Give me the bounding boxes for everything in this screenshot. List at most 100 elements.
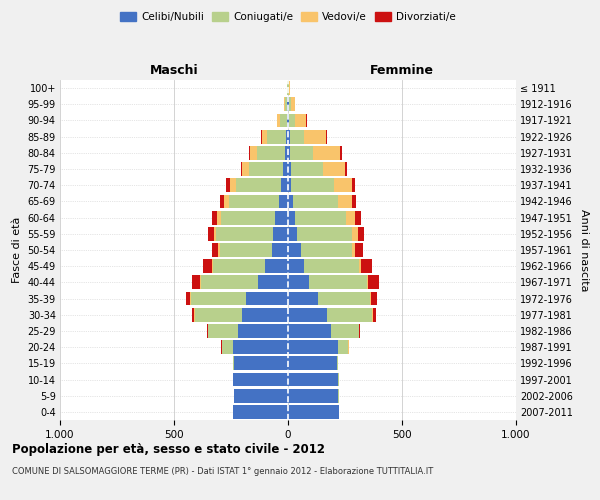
Bar <box>352 243 355 257</box>
Bar <box>286 130 288 143</box>
Bar <box>331 324 359 338</box>
Bar <box>259 276 288 289</box>
Bar <box>359 324 360 338</box>
Bar <box>279 194 288 208</box>
Bar <box>214 227 216 240</box>
Bar <box>234 389 235 402</box>
Bar <box>233 372 288 386</box>
Bar <box>208 324 238 338</box>
Text: Femmine: Femmine <box>370 64 434 77</box>
Bar <box>346 162 347 176</box>
Bar <box>288 98 289 111</box>
Bar <box>288 372 338 386</box>
Bar <box>288 178 292 192</box>
Bar <box>283 162 288 176</box>
Bar <box>200 276 202 289</box>
Bar <box>355 243 363 257</box>
Bar <box>222 340 233 354</box>
Bar <box>212 210 217 224</box>
Bar <box>206 324 208 338</box>
Y-axis label: Anni di nascita: Anni di nascita <box>578 208 589 291</box>
Bar <box>288 260 304 273</box>
Bar <box>229 194 279 208</box>
Bar <box>288 227 297 240</box>
Bar <box>246 292 288 306</box>
Bar <box>288 114 289 128</box>
Bar <box>289 114 295 128</box>
Bar <box>208 227 214 240</box>
Bar <box>340 146 341 160</box>
Bar <box>288 243 301 257</box>
Bar <box>242 308 288 322</box>
Bar <box>288 292 317 306</box>
Bar <box>212 260 213 273</box>
Bar <box>290 146 313 160</box>
Bar <box>233 340 288 354</box>
Bar <box>292 178 334 192</box>
Bar <box>268 130 286 143</box>
Bar <box>317 292 370 306</box>
Bar <box>338 194 352 208</box>
Bar <box>191 292 246 306</box>
Bar <box>346 210 355 224</box>
Bar <box>368 276 379 289</box>
Bar <box>233 356 235 370</box>
Bar <box>202 276 259 289</box>
Bar <box>249 162 283 176</box>
Bar <box>216 227 273 240</box>
Bar <box>238 324 288 338</box>
Bar <box>371 292 377 306</box>
Bar <box>287 114 288 128</box>
Bar <box>323 162 346 176</box>
Text: Maschi: Maschi <box>149 64 199 77</box>
Bar <box>230 178 236 192</box>
Bar <box>291 162 323 176</box>
Bar <box>218 243 220 257</box>
Bar <box>295 114 306 128</box>
Bar <box>370 292 371 306</box>
Bar <box>186 292 190 306</box>
Bar <box>288 340 338 354</box>
Bar <box>288 162 291 176</box>
Text: Popolazione per età, sesso e stato civile - 2012: Popolazione per età, sesso e stato civil… <box>12 442 325 456</box>
Bar <box>233 405 288 419</box>
Bar <box>288 324 331 338</box>
Bar <box>221 210 275 224</box>
Bar <box>326 130 327 143</box>
Bar <box>288 194 293 208</box>
Bar <box>338 340 349 354</box>
Bar <box>352 194 356 208</box>
Bar <box>265 260 288 273</box>
Bar <box>275 210 288 224</box>
Bar <box>203 260 212 273</box>
Bar <box>190 292 191 306</box>
Bar <box>304 260 359 273</box>
Bar <box>313 146 340 160</box>
Bar <box>355 210 361 224</box>
Bar <box>295 210 346 224</box>
Bar <box>308 276 367 289</box>
Bar <box>288 308 327 322</box>
Bar <box>288 146 290 160</box>
Bar <box>361 260 373 273</box>
Bar <box>241 162 242 176</box>
Bar <box>284 146 288 160</box>
Bar <box>352 227 358 240</box>
Bar <box>288 276 308 289</box>
Bar <box>226 178 230 192</box>
Bar <box>224 194 229 208</box>
Bar <box>220 243 272 257</box>
Bar <box>277 114 280 128</box>
Bar <box>290 130 304 143</box>
Bar <box>301 243 352 257</box>
Bar <box>236 178 281 192</box>
Bar <box>272 243 288 257</box>
Legend: Celibi/Nubili, Coniugati/e, Vedovi/e, Divorziati/e: Celibi/Nubili, Coniugati/e, Vedovi/e, Di… <box>116 8 460 26</box>
Bar <box>235 356 288 370</box>
Bar <box>297 227 352 240</box>
Bar <box>287 98 288 111</box>
Bar <box>192 308 194 322</box>
Bar <box>280 114 287 128</box>
Bar <box>327 308 373 322</box>
Bar <box>262 130 268 143</box>
